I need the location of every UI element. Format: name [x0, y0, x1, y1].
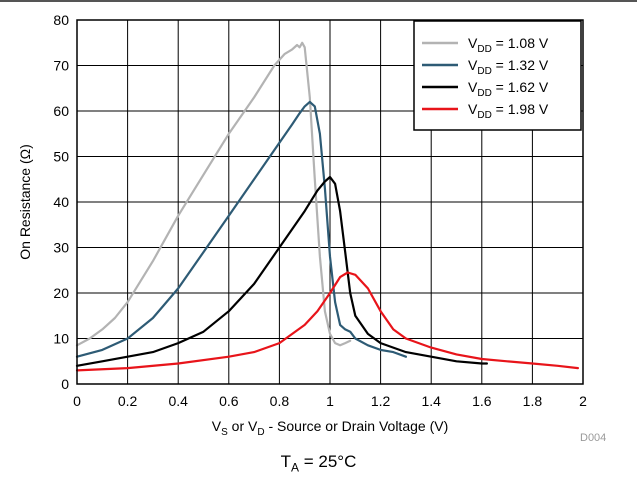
- temperature-caption: TA = 25°C: [0, 452, 637, 474]
- series-line-2: [75, 100, 407, 358]
- x-tick-label: 2: [579, 393, 587, 409]
- y-tick-label: 30: [53, 240, 69, 256]
- y-tick-label: 40: [53, 194, 69, 210]
- x-tick-label: 0.4: [168, 393, 188, 409]
- x-tick-label: 0.6: [219, 393, 239, 409]
- x-tick-label: 1.8: [523, 393, 543, 409]
- legend-label: VDD = 1.98 V: [468, 101, 549, 121]
- y-axis-label: On Resistance (Ω): [17, 144, 33, 260]
- y-tick-labels: 0 10 20 30 40 50 60 70 80: [53, 12, 69, 392]
- legend-box: [413, 20, 582, 131]
- series-line-1: [75, 41, 352, 347]
- legend-label: VDD = 1.32 V: [468, 57, 549, 77]
- top-rule: [0, 0, 637, 2]
- y-tick-label: 20: [53, 285, 69, 301]
- caption-symbol: T: [280, 452, 291, 471]
- series-line-3: [75, 175, 488, 367]
- x-tick-label: 1.6: [472, 393, 492, 409]
- x-tick-label: 0.8: [270, 393, 290, 409]
- plot-frame: [76, 19, 584, 385]
- y-tick-label: 60: [53, 103, 69, 119]
- y-tick-label: 80: [53, 12, 69, 28]
- legend-label: VDD = 1.08 V: [468, 35, 549, 55]
- x-tick-labels: 0 0.2 0.4 0.6 0.8 1 1.2 1.4 1.6 1.8 2: [73, 393, 587, 409]
- x-tick-label: 1.4: [421, 393, 441, 409]
- series-lines: [75, 41, 579, 372]
- caption-value: = 25°C: [299, 452, 357, 471]
- legend-label: VDD = 1.62 V: [468, 79, 549, 99]
- x-tick-label: 1: [326, 393, 334, 409]
- series-line-4: [75, 271, 579, 372]
- x-tick-label: 0: [73, 393, 81, 409]
- figure-code: D004: [580, 432, 607, 444]
- y-tick-label: 70: [53, 58, 69, 74]
- x-tick-label: 1.2: [371, 393, 391, 409]
- y-tick-label: 0: [61, 376, 69, 392]
- y-tick-label: 50: [53, 149, 69, 165]
- x-tick-label: 0.2: [118, 393, 138, 409]
- x-axis-label: VS or VD - Source or Drain Voltage (V): [212, 418, 448, 438]
- y-tick-label: 10: [53, 331, 69, 347]
- caption-subscript: A: [291, 460, 300, 475]
